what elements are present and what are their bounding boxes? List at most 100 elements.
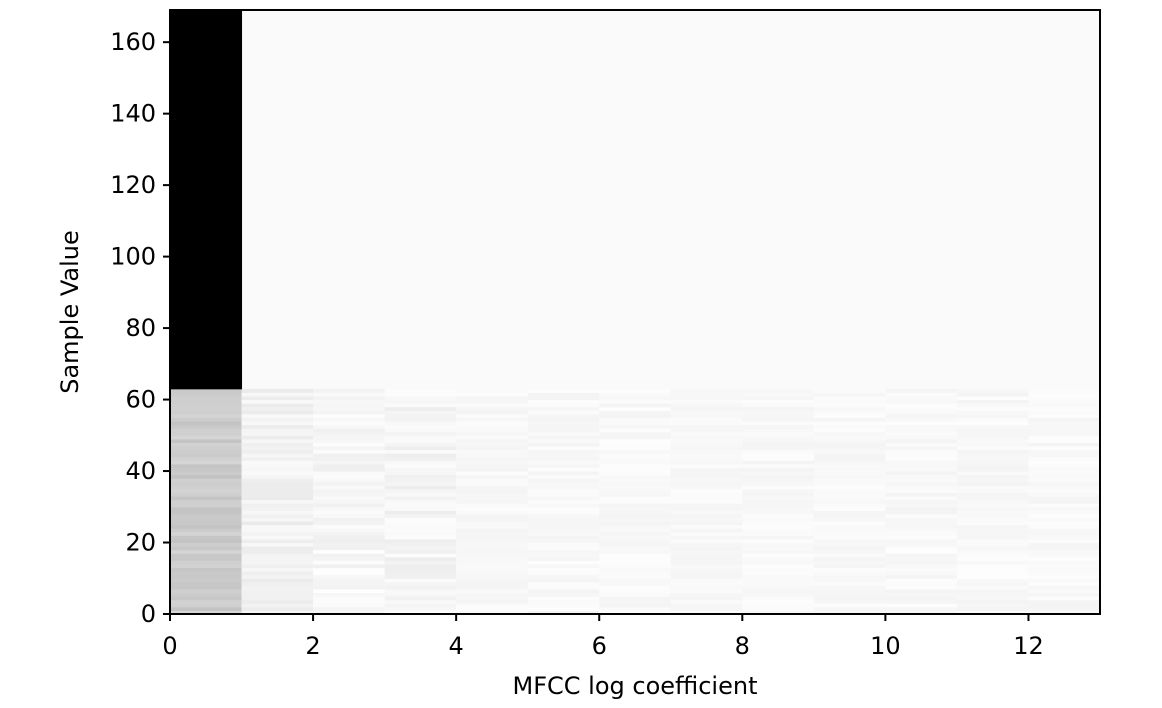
heatmap-cell (742, 499, 815, 504)
heatmap-cell (599, 438, 672, 443)
heatmap-cell (456, 499, 529, 504)
heatmap-cell (742, 506, 815, 511)
heatmap-cell (956, 506, 1029, 511)
heatmap-cell (170, 517, 243, 522)
heatmap-cell (456, 578, 529, 583)
heatmap-cell (313, 456, 386, 461)
heatmap-cell (956, 556, 1029, 561)
heatmap-cell (670, 553, 743, 558)
heatmap-cell (384, 560, 457, 565)
heatmap-cell (670, 392, 743, 397)
heatmap-cell (456, 399, 529, 404)
x-tick-label: 10 (870, 632, 901, 660)
heatmap-cell (170, 603, 243, 608)
heatmap-cell (1028, 581, 1101, 586)
heatmap-cell (170, 388, 243, 393)
heatmap-cell (742, 556, 815, 561)
heatmap-cell (956, 442, 1029, 447)
heatmap-cell (956, 431, 1029, 436)
heatmap-cell (813, 410, 886, 415)
heatmap-cell (313, 603, 386, 608)
heatmap-cell (599, 592, 672, 597)
heatmap-cell (313, 510, 386, 515)
heatmap-cell (456, 506, 529, 511)
heatmap-cell (885, 424, 958, 429)
heatmap-cell (885, 610, 958, 615)
heatmap-cell (742, 442, 815, 447)
heatmap-cell (241, 406, 314, 411)
heatmap-cell (670, 453, 743, 458)
heatmap-cell (241, 388, 314, 393)
x-tick-label: 8 (735, 632, 750, 660)
heatmap-cell (956, 542, 1029, 547)
heatmap-cell (456, 478, 529, 483)
heatmap-cell (384, 399, 457, 404)
heatmap-cell (313, 478, 386, 483)
heatmap-cell (241, 503, 314, 508)
heatmap-cell (813, 513, 886, 519)
heatmap-cell (885, 567, 958, 572)
heatmap-cell (599, 599, 672, 604)
y-tick-label: 0 (141, 600, 156, 628)
heatmap-cell (599, 496, 672, 501)
heatmap-cell (813, 428, 886, 433)
heatmap-cell (527, 421, 600, 426)
heatmap-cell (670, 524, 743, 529)
heatmap-cell (384, 503, 457, 508)
heatmap-cell (813, 592, 886, 597)
heatmap-cell (527, 542, 600, 547)
heatmap-cell (384, 553, 457, 558)
heatmap-cell (170, 574, 243, 579)
heatmap-cell (241, 567, 314, 572)
heatmap-cell (527, 510, 600, 515)
heatmap-cell (241, 421, 314, 426)
heatmap-cell (1028, 542, 1101, 547)
heatmap-cell (1028, 496, 1101, 501)
heatmap-cell (742, 549, 815, 554)
heatmap-cell (813, 413, 886, 418)
heatmap-cell (527, 546, 600, 551)
heatmap-cell (599, 553, 672, 558)
heatmap-cell (599, 506, 672, 511)
heatmap-cell (742, 513, 815, 519)
heatmap-cell (527, 435, 600, 440)
heatmap-cell (241, 488, 314, 493)
heatmap-cell (956, 474, 1029, 479)
heatmap-cell (384, 524, 457, 529)
heatmap-cell (956, 478, 1029, 483)
heatmap-cell (170, 578, 243, 583)
heatmap-cell (670, 463, 743, 468)
heatmap-cell (1028, 528, 1101, 533)
heatmap-cell (241, 467, 314, 472)
heatmap-cell (527, 603, 600, 608)
heatmap-cell (241, 596, 314, 601)
heatmap-cell (313, 453, 386, 458)
heatmap-cell (599, 546, 672, 551)
heatmap-cell (599, 574, 672, 579)
heatmap-cell (599, 481, 672, 486)
heatmap-cell (1028, 571, 1101, 576)
heatmap-cell (670, 571, 743, 576)
heatmap-cell (527, 446, 600, 451)
heatmap-cell (599, 406, 672, 411)
heatmap-cell (527, 549, 600, 554)
heatmap-cell (670, 588, 743, 594)
heatmap-cell (670, 403, 743, 408)
heatmap-cell (241, 581, 314, 586)
heatmap-cell (956, 517, 1029, 522)
heatmap-cell (1028, 578, 1101, 583)
heatmap-cell (527, 395, 600, 401)
heatmap-cell (384, 499, 457, 504)
heatmap-cell (670, 496, 743, 501)
heatmap-cell (170, 421, 243, 426)
heatmap-cell (527, 528, 600, 533)
heatmap-cell (599, 453, 672, 458)
heatmap-cell (313, 524, 386, 529)
heatmap-cell (813, 488, 886, 493)
heatmap-cell (885, 481, 958, 486)
heatmap-cell (527, 535, 600, 540)
heatmap-cell (1028, 506, 1101, 511)
heatmap-cell (241, 453, 314, 458)
heatmap-cell (742, 438, 815, 443)
heatmap-cell (742, 571, 815, 576)
